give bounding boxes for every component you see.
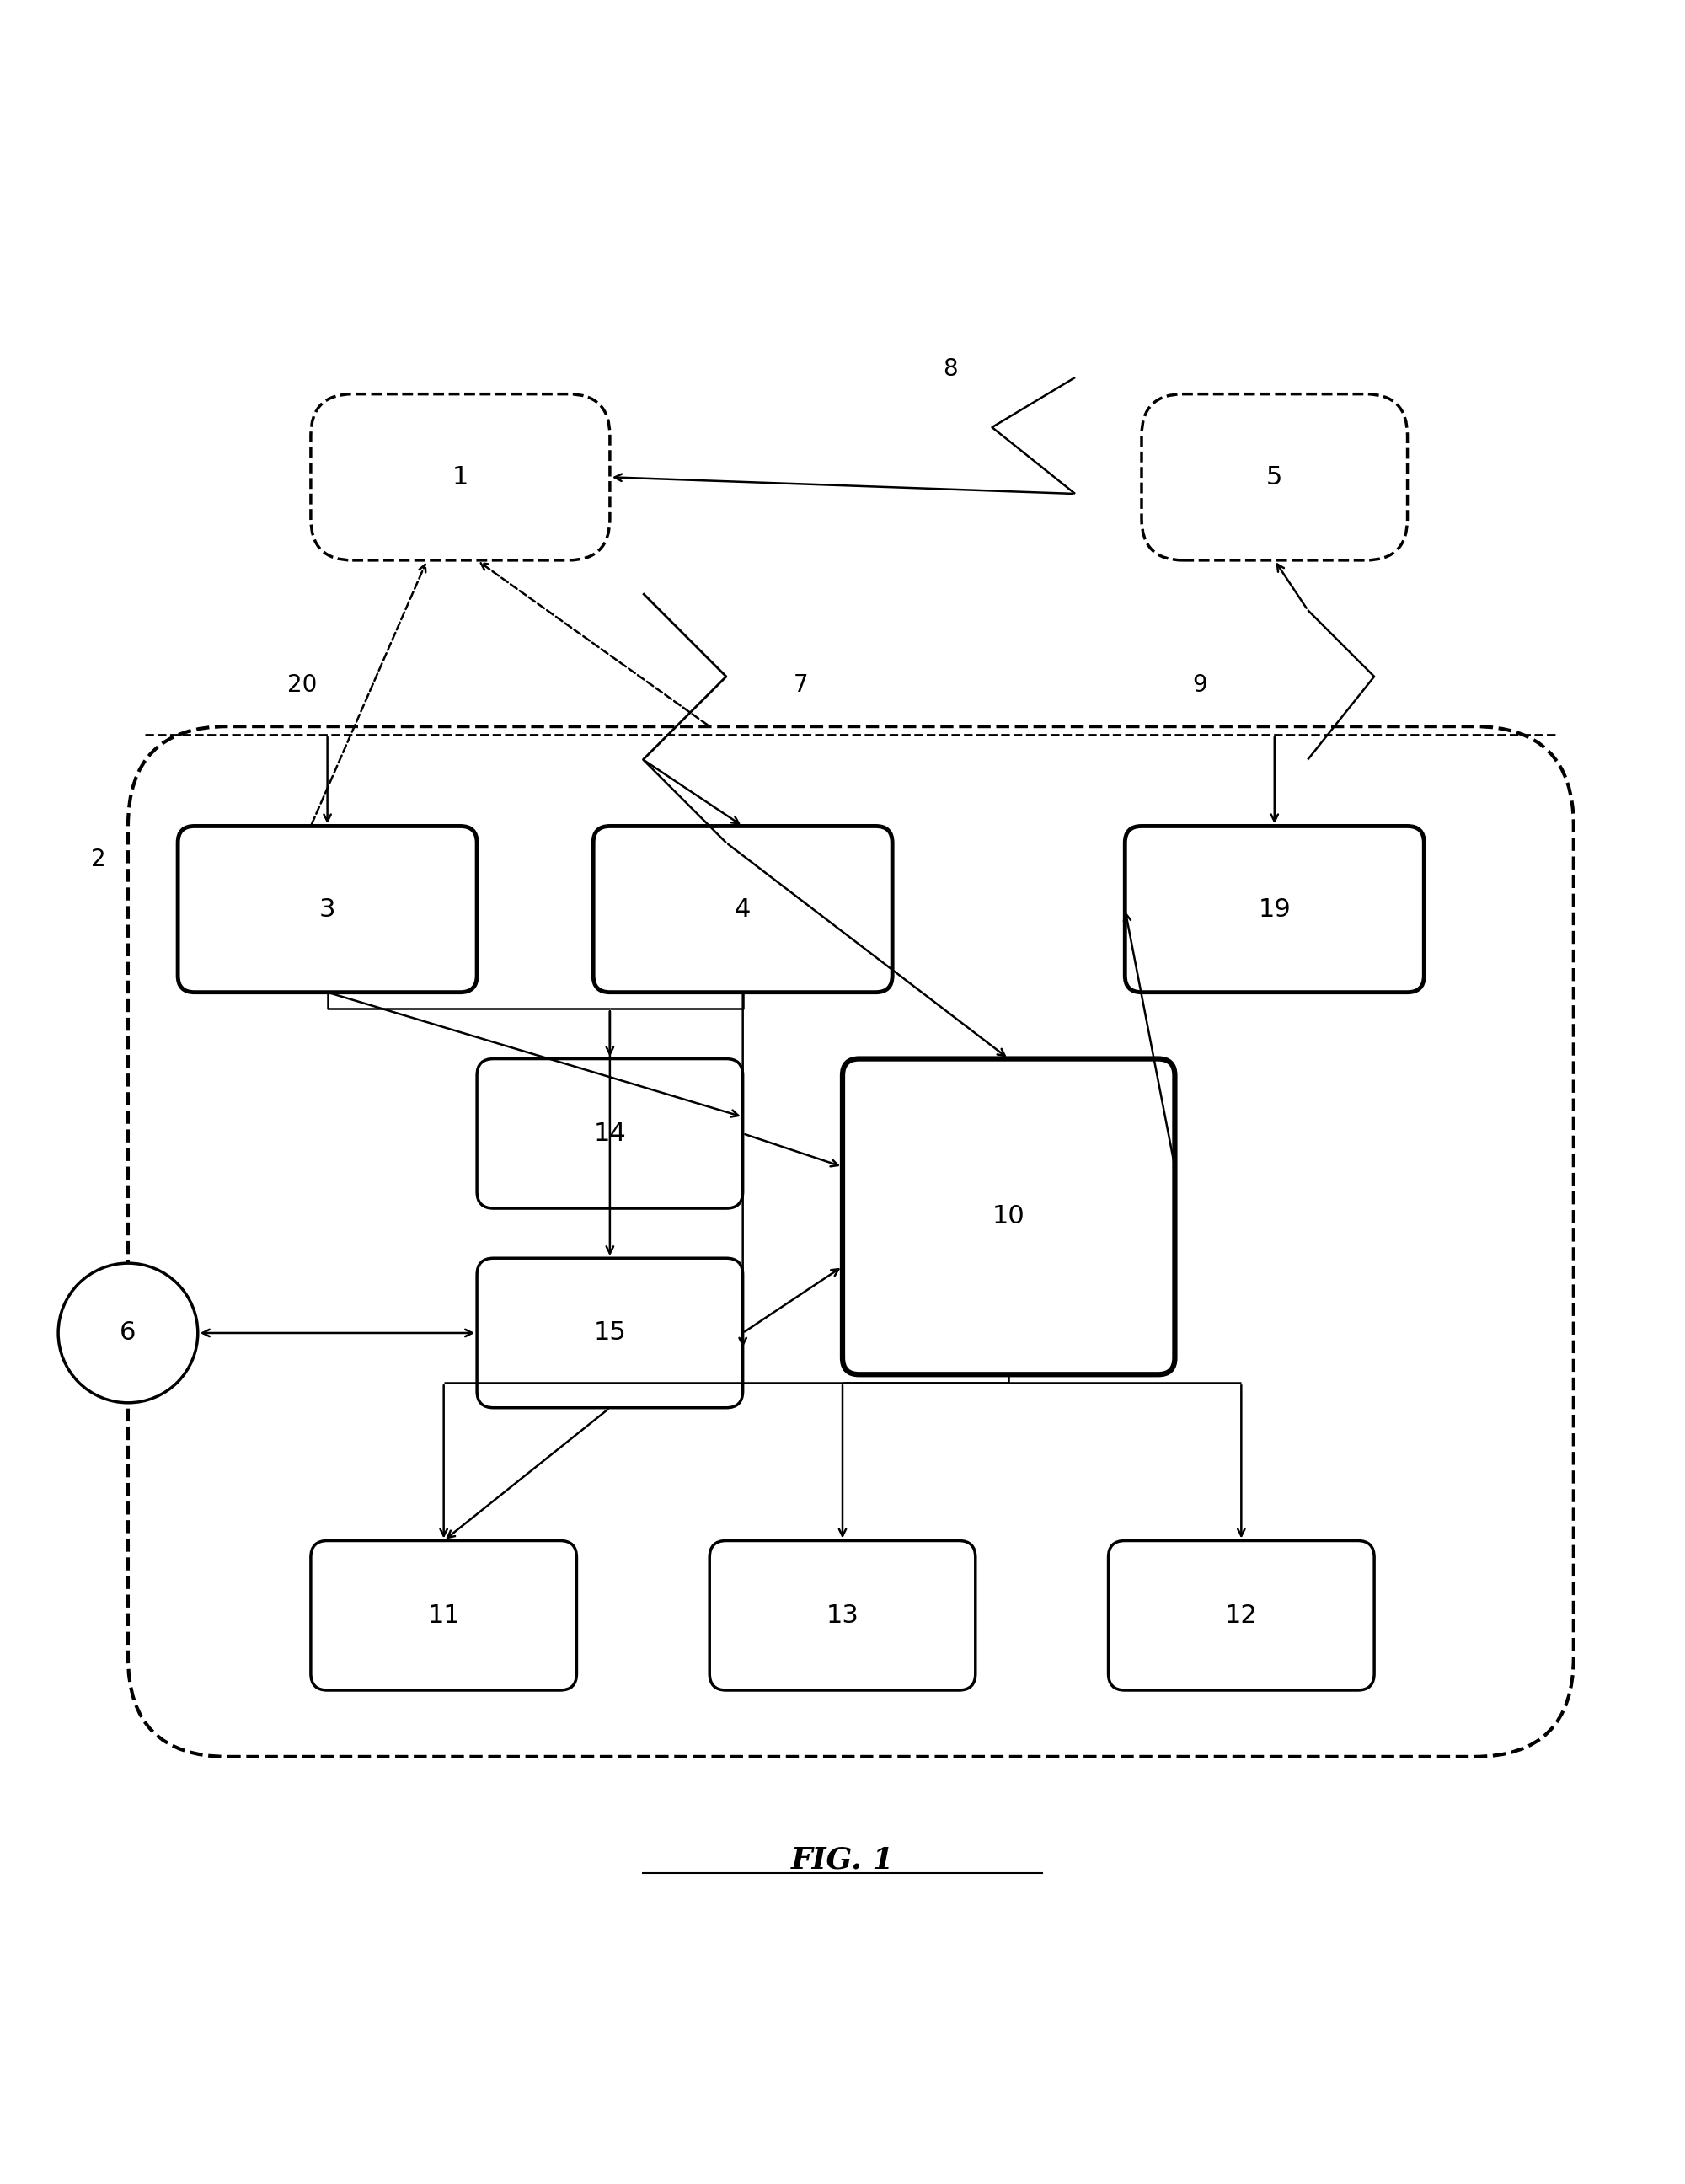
Text: 5: 5 [1267,465,1282,489]
Text: 4: 4 [735,898,752,922]
Text: 10: 10 [992,1203,1024,1230]
FancyBboxPatch shape [593,826,893,992]
FancyBboxPatch shape [1109,1540,1375,1690]
Text: 8: 8 [944,358,959,380]
FancyBboxPatch shape [709,1540,976,1690]
Text: 13: 13 [826,1603,859,1627]
Text: 20: 20 [288,673,317,697]
Text: 6: 6 [120,1321,136,1345]
Text: 3: 3 [318,898,335,922]
FancyBboxPatch shape [179,826,477,992]
Text: 1: 1 [452,465,468,489]
Circle shape [59,1262,197,1402]
FancyBboxPatch shape [310,1540,576,1690]
FancyBboxPatch shape [1142,393,1407,561]
FancyBboxPatch shape [310,393,610,561]
FancyBboxPatch shape [477,1258,743,1409]
Text: 15: 15 [593,1321,627,1345]
FancyBboxPatch shape [842,1059,1174,1374]
Text: 19: 19 [1259,898,1291,922]
Text: 11: 11 [428,1603,460,1627]
Text: 7: 7 [794,673,809,697]
Text: 2: 2 [91,847,106,871]
FancyBboxPatch shape [477,1059,743,1208]
Text: 14: 14 [593,1120,627,1147]
Text: 9: 9 [1193,673,1206,697]
Text: 12: 12 [1225,1603,1257,1627]
Text: FIG. 1: FIG. 1 [790,1845,895,1874]
FancyBboxPatch shape [1126,826,1424,992]
